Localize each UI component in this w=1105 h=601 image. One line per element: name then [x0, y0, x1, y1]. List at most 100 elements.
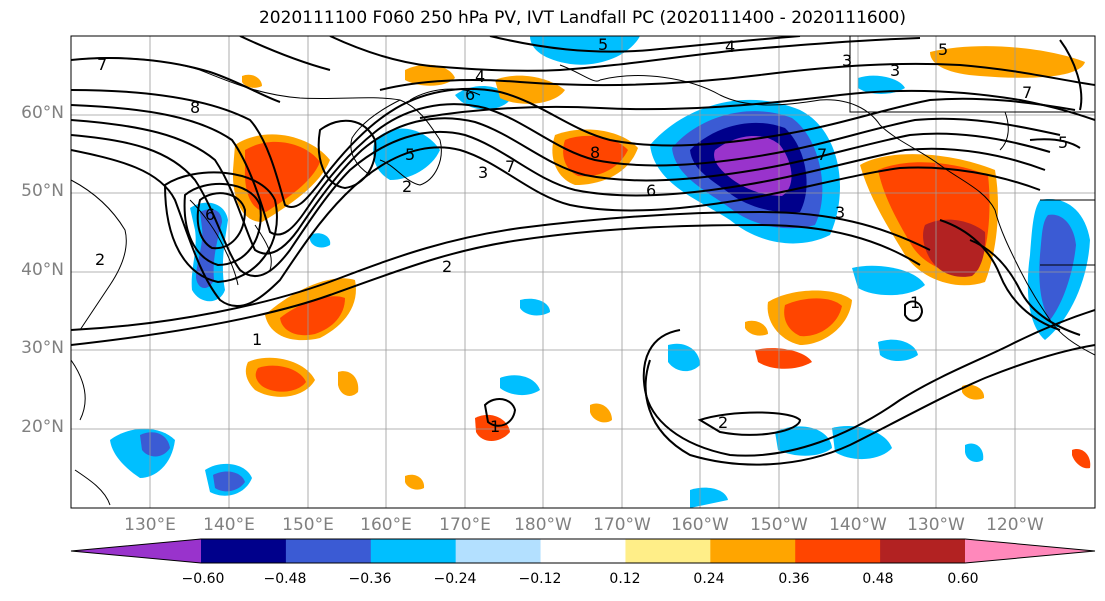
colorbar-tick-label: 0.12 — [609, 571, 641, 587]
contour-line — [939, 219, 1061, 331]
colorbar-tick-label: −0.60 — [181, 571, 225, 587]
positive-anomaly-subtropical — [962, 384, 985, 400]
lon-label: 160°W — [671, 515, 729, 535]
contour-label: 2 — [442, 257, 452, 276]
negative-anomaly-subtropical — [500, 375, 540, 396]
positive-anomaly-north-pacific — [495, 75, 565, 104]
lat-label: 50°N — [21, 181, 64, 201]
colorbar-bin — [625, 539, 711, 563]
colorbar-bin — [71, 539, 201, 563]
lat-label: 60°N — [21, 103, 64, 123]
contour-label: 4 — [725, 37, 735, 56]
contour-label: 1 — [910, 293, 920, 312]
colorbar-bin — [795, 539, 881, 563]
positive-anomaly-subtropical — [755, 348, 812, 369]
contour-line — [71, 146, 1041, 307]
contour-label: 5 — [598, 35, 608, 54]
negative-anomaly-subtropical — [775, 426, 832, 456]
contour-line — [71, 57, 281, 103]
contour-label: 1 — [490, 417, 500, 436]
negative-anomaly-subtropical — [832, 426, 892, 460]
contour-line — [71, 103, 1061, 236]
contour-label: 8 — [190, 98, 200, 117]
colorbar-tick-label: −0.24 — [433, 571, 477, 587]
contour-line — [329, 36, 921, 72]
colorbar-outline — [70, 538, 1096, 564]
ivt-contours — [71, 36, 1095, 466]
positive-anomaly-central-north-pacific — [563, 135, 628, 177]
colorbar-tick-label: −0.12 — [518, 571, 562, 587]
contour-line — [1029, 138, 1081, 149]
colorbar-tick-label: 0.36 — [778, 571, 810, 587]
contour-line — [163, 171, 278, 284]
positive-anomaly-subtropical — [338, 371, 359, 396]
contour-label: 6 — [465, 85, 475, 104]
colorbar-bin — [540, 539, 626, 563]
colorbar-tick-label: 0.24 — [693, 571, 725, 587]
negative-anomaly-arctic — [858, 75, 905, 94]
positive-anomaly-subtropical — [242, 74, 262, 88]
contour-label: 5 — [1058, 133, 1068, 152]
coastlines — [71, 36, 1095, 506]
positive-anomaly-nw-pacific — [244, 141, 320, 212]
contour-label: 2 — [718, 413, 728, 432]
contour-line — [71, 117, 1051, 255]
contour-line — [644, 344, 1095, 466]
map-title: 2020111100 F060 250 hPa PV, IVT Landfall… — [258, 8, 906, 28]
contour-line — [904, 300, 924, 322]
contour-label: 1 — [252, 330, 262, 349]
negative-anomaly-subtropical — [140, 432, 170, 457]
contour-label: 3 — [478, 163, 488, 182]
negative-anomaly-subtropical — [668, 343, 700, 372]
positive-anomaly-arctic — [930, 46, 1085, 78]
pv-anomaly-fill — [110, 36, 1091, 508]
lon-label: 170°W — [593, 515, 651, 535]
negative-anomaly-subtropical — [520, 298, 550, 316]
lon-label: 170°E — [439, 515, 491, 535]
negative-anomaly-subtropical — [852, 265, 925, 296]
contour-label: 3 — [842, 51, 852, 70]
contour-label: 7 — [505, 157, 515, 176]
colorbar-bin — [710, 539, 796, 563]
negative-anomaly-subtropical — [965, 443, 984, 463]
colorbar-bin — [455, 539, 542, 563]
colorbar-bin — [370, 539, 457, 563]
contour-label: 5 — [405, 145, 415, 164]
colorbar-tick-label: 0.48 — [862, 571, 894, 587]
contour-line — [71, 210, 931, 331]
contour-line — [71, 131, 1046, 277]
negative-anomaly-western-us — [1039, 214, 1076, 320]
contour-label: 2 — [95, 250, 105, 269]
positive-anomaly-subtropical — [745, 320, 768, 336]
positive-anomaly-subtropical — [784, 298, 842, 337]
lon-label: 180°W — [514, 515, 572, 535]
positive-anomaly-subtropical — [475, 414, 510, 441]
contour-line — [419, 89, 1095, 121]
colorbar-bin — [201, 539, 287, 563]
negative-anomaly-subtropical — [310, 233, 331, 248]
contour-label: 3 — [835, 203, 845, 222]
colorbar — [70, 538, 1096, 564]
contour-line — [379, 62, 1095, 91]
contour-line — [697, 411, 802, 436]
colorbar-tick-label: −0.36 — [348, 571, 392, 587]
map-frame — [70, 35, 1096, 509]
contour-line — [489, 36, 801, 53]
colorbar-bin — [880, 539, 966, 563]
contour-label: 8 — [590, 143, 600, 162]
colorbar-bin — [285, 539, 372, 563]
contour-line — [239, 36, 331, 71]
negative-anomaly-subtropical — [690, 487, 728, 508]
contour-line — [196, 192, 247, 250]
contour-label: 6 — [205, 205, 215, 224]
positive-anomaly-subtropical — [590, 403, 612, 423]
map-panel: 7 8 6 5 4 3 2 1 7 8 6 5 4 3 2 7 6 5 3 2 … — [71, 35, 1095, 508]
contour-line — [71, 223, 921, 346]
contour-label: 7 — [97, 55, 107, 74]
lon-label: 140°W — [829, 515, 887, 535]
contour-labels: 7 8 6 5 4 3 2 1 7 8 6 5 4 3 2 7 6 5 3 2 … — [95, 35, 1068, 436]
contour-label: 5 — [938, 40, 948, 59]
lon-label: 150°E — [282, 515, 334, 535]
negative-anomaly-japan — [196, 209, 222, 289]
colorbar-tick-label: −0.48 — [263, 571, 307, 587]
